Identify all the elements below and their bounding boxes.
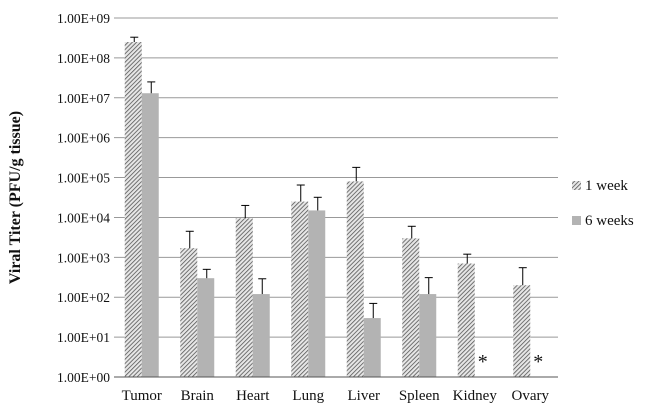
bars (124, 42, 531, 378)
bar-6-weeks-lung (308, 210, 326, 377)
bar-1-week-liver (346, 181, 364, 377)
legend: 1 week 6 weeks (572, 178, 634, 229)
y-tick-label: 1.00E+05 (57, 171, 110, 186)
y-tick-label: 1.00E+00 (57, 370, 110, 385)
y-axis-label: Viral Titer (PFU/g tissue) (7, 111, 24, 284)
legend-label: 1 week (585, 178, 628, 194)
bar-6-weeks-liver (363, 318, 381, 377)
y-axis-ticks: 1.00E+00 1.00E+01 1.00E+02 1.00E+03 1.00E+04… (57, 11, 110, 385)
x-tick-label: Brain (181, 388, 215, 404)
bar-1-week-heart (235, 218, 253, 377)
y-tick-label: 1.00E+01 (57, 330, 110, 345)
x-tick-label: Spleen (399, 388, 440, 404)
legend-label: 6 weeks (585, 213, 634, 229)
annotation-asterisk: * (533, 351, 543, 373)
bar-1-week-ovary (513, 285, 531, 377)
annotations: * * (478, 351, 544, 373)
legend-swatch (572, 216, 581, 225)
y-tick-label: 1.00E+06 (57, 131, 110, 146)
bar-1-week-tumor (124, 42, 142, 377)
annotation-asterisk: * (478, 351, 488, 373)
x-tick-label: Heart (236, 388, 270, 404)
x-axis-labels: Tumor Brain Heart Lung Liver Spleen Kidney Ovar… (122, 388, 550, 404)
bar-1-week-brain (180, 248, 198, 377)
x-tick-label: Kidney (453, 388, 498, 404)
x-tick-label: Ovary (512, 388, 550, 404)
y-tick-label: 1.00E+07 (57, 91, 110, 106)
y-tick-label: 1.00E+04 (57, 210, 110, 225)
bar-1-week-kidney (457, 263, 475, 377)
y-tick-label: 1.00E+09 (57, 11, 110, 26)
error-bars (130, 36, 527, 319)
x-tick-label: Liver (348, 388, 380, 404)
legend-swatch (572, 181, 581, 190)
y-tick-label: 1.00E+08 (57, 51, 110, 66)
bar-6-weeks-heart (252, 294, 270, 377)
y-tick-label: 1.00E+03 (57, 250, 110, 265)
bar-1-week-lung (291, 201, 309, 377)
bar-6-weeks-tumor (141, 93, 159, 378)
x-tick-label: Tumor (122, 388, 162, 404)
bar-6-weeks-spleen (419, 294, 437, 377)
bar-1-week-spleen (402, 238, 420, 377)
y-tick-label: 1.00E+02 (57, 290, 110, 305)
bar-6-weeks-brain (197, 278, 215, 377)
x-tick-label: Lung (292, 388, 324, 404)
